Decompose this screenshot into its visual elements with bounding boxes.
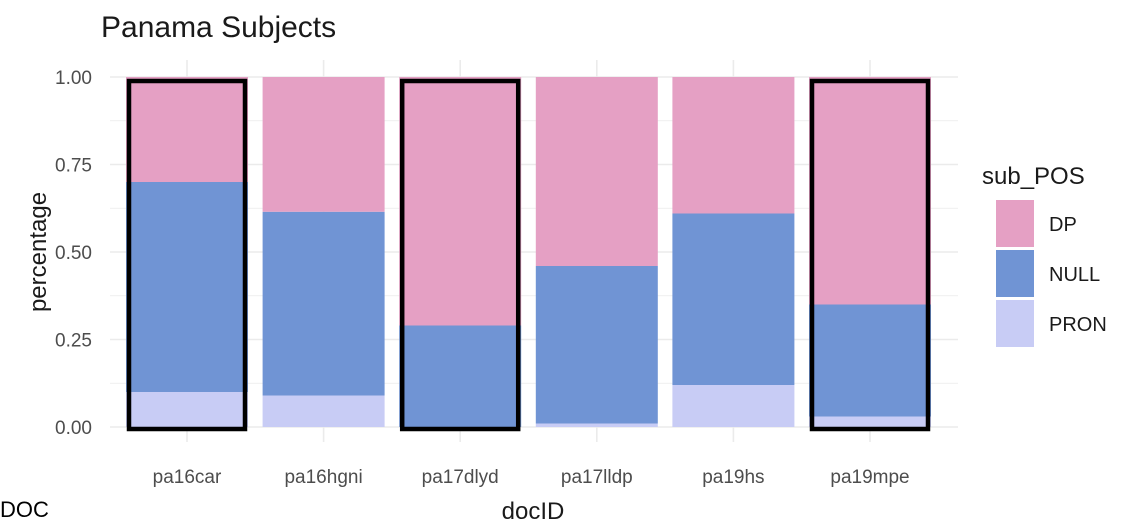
bar-segment-dp-pa17dlyd	[399, 77, 522, 326]
x-tick-label: pa16car	[153, 467, 222, 488]
y-tick-label: 0.25	[55, 331, 92, 352]
y-axis-title: percentage	[25, 192, 52, 312]
y-tick-label: 0.50	[55, 243, 92, 264]
legend-label-dp: DP	[1049, 214, 1077, 236]
x-axis-title: docID	[502, 498, 565, 525]
bar-segment-dp-pa19hs	[672, 77, 795, 214]
y-tick-label: 0.00	[55, 418, 92, 439]
x-axis-ticks: pa16car pa16hgni pa17dlyd pa17lldp pa19hs pa1…	[153, 467, 910, 488]
bar-segment-pron-pa16car	[126, 392, 248, 427]
bar-segment-null-pa19hs	[672, 213, 795, 385]
legend-key-null	[996, 250, 1034, 297]
highlight-boxes	[126, 78, 931, 432]
bars	[126, 77, 931, 427]
y-tick-label: 0.75	[55, 156, 92, 177]
bar-segment-pron-pa17lldp	[535, 423, 658, 427]
bar-segment-null-pa16car	[126, 182, 248, 392]
bar-segment-dp-pa16hgni	[262, 77, 385, 212]
bar-segment-null-pa16hgni	[262, 211, 385, 396]
x-tick-label: pa19hs	[702, 467, 764, 488]
legend-label-pron: PRON	[1049, 314, 1107, 336]
bar-segment-null-pa19mpe	[809, 304, 931, 417]
x-tick-label: pa19mpe	[830, 467, 909, 488]
legend: sub_POS DP NULL PRON	[982, 163, 1107, 347]
bar-segment-pron-pa19mpe	[809, 416, 931, 427]
legend-title: sub_POS	[982, 163, 1085, 190]
highlight-box-pa17dlyd	[399, 78, 521, 432]
x-tick-label: pa16hgni	[284, 467, 362, 488]
bar-segment-dp-pa19mpe	[809, 77, 931, 305]
bar-segment-dp-pa16car	[126, 77, 248, 182]
highlight-box-pa16car	[126, 78, 248, 432]
highlight-box-pa19mpe	[809, 78, 931, 432]
bar-segment-null-pa17dlyd	[399, 325, 522, 427]
bar-segment-pron-pa19hs	[672, 385, 795, 427]
x-tick-label: pa17lldp	[561, 467, 633, 488]
corner-label: DOC	[0, 497, 49, 522]
legend-label-null: NULL	[1049, 264, 1100, 286]
x-tick-label: pa17dlyd	[422, 467, 499, 488]
y-tick-label: 1.00	[55, 68, 92, 89]
legend-key-pron	[996, 300, 1034, 347]
bar-segment-pron-pa16hgni	[262, 395, 385, 427]
bar-segment-null-pa17lldp	[535, 266, 658, 424]
y-axis-ticks: 0.00 0.25 0.50 0.75 1.00	[55, 68, 92, 439]
bar-segment-dp-pa17lldp	[535, 77, 658, 266]
chart-title: Panama Subjects	[101, 11, 336, 44]
legend-key-dp	[996, 200, 1034, 247]
